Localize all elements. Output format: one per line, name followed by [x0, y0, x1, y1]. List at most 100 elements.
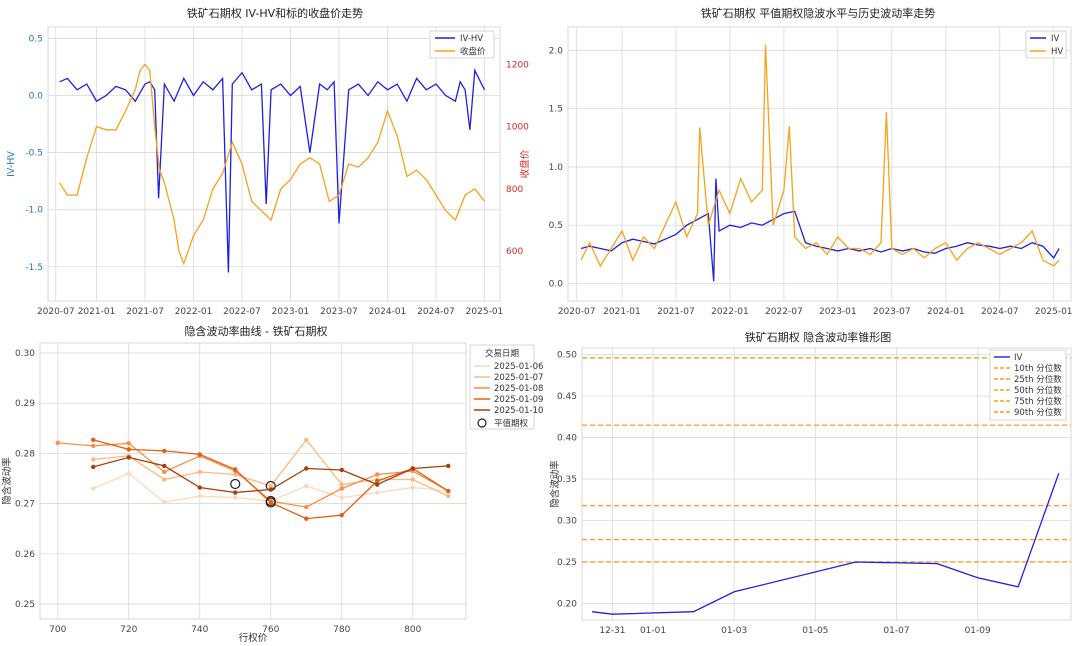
data-point — [268, 500, 273, 505]
data-point — [91, 443, 96, 449]
panel1-y2label: 收盘价 — [519, 149, 531, 178]
data-point — [162, 499, 167, 505]
legend-label: IV — [1014, 353, 1023, 363]
data-point — [162, 463, 167, 469]
atm-marker — [230, 478, 241, 490]
data-point — [304, 466, 309, 471]
x-tick-label: 2024-01 — [927, 307, 965, 317]
data-point — [233, 467, 238, 472]
data-point — [233, 472, 238, 477]
x-tick-label: 12-31 — [599, 626, 625, 636]
panel-iv-hv-price: 铁矿石期权 IV-HV和标的收盘价走势 2020-07 2021-01 2021-0… — [6, 6, 531, 317]
legend-atm-symbol — [477, 418, 487, 428]
x-tick-label: 2021-01 — [78, 307, 116, 317]
panel2-legend-iv: IV — [1051, 34, 1060, 44]
panel3-xlabel: 行权价 — [239, 632, 268, 644]
x-tick-label: 2024-01 — [369, 307, 407, 317]
data-point — [126, 455, 131, 460]
y-tick-label: 0.50 — [557, 351, 577, 361]
y-tick-label: 0.0 — [549, 280, 564, 290]
data-point — [410, 466, 415, 471]
x-tick-label: 01-03 — [721, 626, 747, 636]
x-tick-label: 700 — [49, 625, 66, 635]
legend-label: 2025-01-06 — [494, 362, 543, 372]
legend-label: 90th 分位数 — [1014, 407, 1062, 418]
data-point — [126, 447, 131, 452]
x-tick-label: 2025-01 — [1035, 307, 1073, 317]
y-tick-label: -0.5 — [25, 149, 43, 159]
panel-iv-smile: 隐含波动率曲线 - 铁矿石期权 700 720 740 760 780 800 0.25 0.… — [1, 324, 543, 644]
data-point — [339, 467, 344, 473]
data-point — [304, 504, 309, 510]
data-point — [339, 486, 344, 491]
series-line — [580, 44, 1060, 268]
data-point — [339, 512, 344, 518]
y-tick-label: -1.0 — [25, 206, 43, 216]
data-point — [268, 487, 273, 492]
legend-label: 2025-01-08 — [494, 384, 543, 394]
data-point — [91, 486, 96, 491]
series-line — [580, 178, 1060, 282]
panel-iv-cone: 铁矿石期权 隐含波动率锥形图 12-31 01-01 01-03 01-05 01-07… — [549, 330, 1072, 636]
panel1-title: 铁矿石期权 IV-HV和标的收盘价走势 — [187, 6, 363, 20]
atm-marker — [265, 497, 276, 508]
x-tick-label: 2021-01 — [603, 307, 641, 317]
data-point — [375, 482, 380, 487]
panel2-frame — [567, 26, 1072, 302]
y-tick-label: 0.45 — [557, 392, 577, 402]
data-point — [197, 469, 202, 475]
y2-tick-label: 1000 — [506, 123, 529, 133]
y-tick-label: 0.30 — [557, 516, 577, 526]
data-point — [233, 490, 238, 495]
x-tick-label: 720 — [120, 625, 137, 635]
y-tick-label: 0.30 — [15, 349, 35, 359]
x-tick-label: 01-09 — [965, 626, 991, 636]
legend-label: 25th 分位数 — [1014, 374, 1062, 385]
x-tick-label: 780 — [333, 625, 350, 635]
series-line — [59, 63, 486, 266]
data-point — [304, 437, 309, 443]
y2-tick-label: 800 — [506, 185, 523, 195]
x-tick-label: 01-05 — [802, 626, 828, 636]
data-point — [162, 448, 167, 454]
panel3-frame — [39, 342, 467, 620]
x-tick-label: 2025-01 — [466, 307, 504, 317]
data-point — [91, 457, 96, 462]
panel1-legend: IV-HV 收盘价 — [429, 30, 495, 59]
legend-label: 2025-01-07 — [494, 373, 543, 383]
x-tick-label: 01-01 — [640, 626, 666, 636]
data-point — [446, 488, 451, 494]
legend-label: 75th 分位数 — [1014, 396, 1062, 407]
x-tick-label: 2023-07 — [873, 307, 911, 317]
data-point — [126, 441, 131, 446]
y-tick-label: -1.5 — [25, 263, 43, 273]
y-tick-label: 0.26 — [15, 550, 35, 560]
panel1-legend-price: 收盘价 — [460, 46, 486, 57]
data-point — [304, 483, 309, 489]
data-point — [375, 490, 380, 495]
panel4-ylabel: 隐含波动率 — [549, 460, 561, 508]
x-tick-label: 2022-01 — [175, 307, 213, 317]
series-line — [59, 68, 486, 273]
x-tick-label: 01-07 — [883, 626, 909, 636]
panel1-ylabel: IV-HV — [6, 151, 17, 177]
y-tick-label: 1.5 — [549, 105, 563, 115]
x-tick-label: 2021-07 — [657, 307, 695, 317]
data-point — [375, 472, 380, 477]
x-tick-label: 760 — [262, 625, 279, 635]
legend-label: 10th 分位数 — [1014, 363, 1062, 374]
panel2-title: 铁矿石期权 平值期权隐波水平与历史波动率走势 — [701, 6, 936, 20]
panel3-legend: 交易日期 2025-01-062025-01-072025-01-082025-… — [469, 344, 543, 430]
x-tick-label: 2020-07 — [37, 307, 75, 317]
y-tick-label: 2.0 — [549, 46, 564, 56]
data-point — [233, 495, 238, 500]
data-point — [197, 493, 202, 499]
panel2-legend: IV HV — [1025, 30, 1067, 59]
legend-label: 平值期权 — [494, 418, 529, 429]
x-tick-label: 2022-07 — [765, 307, 803, 317]
panel4-frame — [581, 347, 1072, 621]
x-tick-label: 2022-07 — [223, 307, 261, 317]
data-point — [446, 493, 451, 499]
